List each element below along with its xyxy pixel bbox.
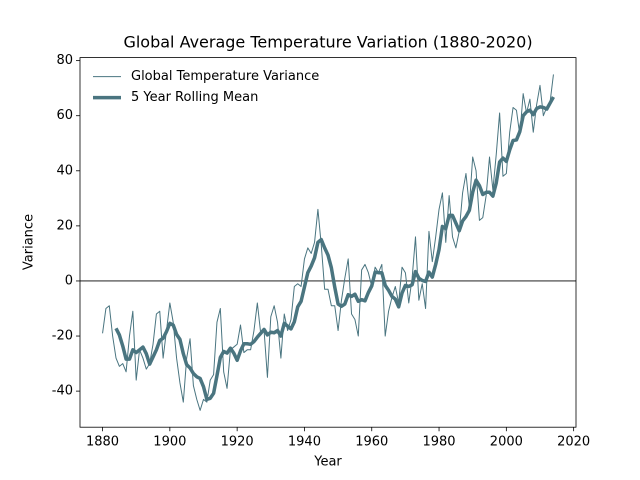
x-tick-label: 1880: [86, 435, 119, 450]
y-tick-label: 40: [56, 163, 73, 178]
x-tick-label: 1900: [153, 435, 186, 450]
x-tick-label: 1940: [288, 435, 321, 450]
y-tick-label: 60: [56, 108, 73, 123]
data-line: [102, 74, 554, 411]
x-tick-label: 2000: [490, 435, 523, 450]
x-tick-label: 1980: [422, 435, 455, 450]
y-tick-label: 80: [56, 53, 73, 68]
x-axis-label: Year: [313, 455, 342, 470]
y-axis-label: Variance: [22, 214, 37, 270]
y-tick-label: 20: [56, 218, 73, 233]
y-tick-label: 0: [65, 273, 73, 288]
x-tick-label: 1960: [355, 435, 388, 450]
data-line: [114, 96, 555, 402]
legend-label: Global Temperature Variance: [131, 69, 319, 84]
y-tick-label: -40: [52, 384, 73, 399]
legend-label: 5 Year Rolling Mean: [131, 90, 258, 105]
y-tick-label: -20: [52, 329, 73, 344]
x-tick-label: 2020: [557, 435, 590, 450]
plot-frame: [79, 57, 577, 428]
chart-title: Global Average Temperature Variation (18…: [123, 33, 532, 52]
x-tick-label: 1920: [221, 435, 254, 450]
